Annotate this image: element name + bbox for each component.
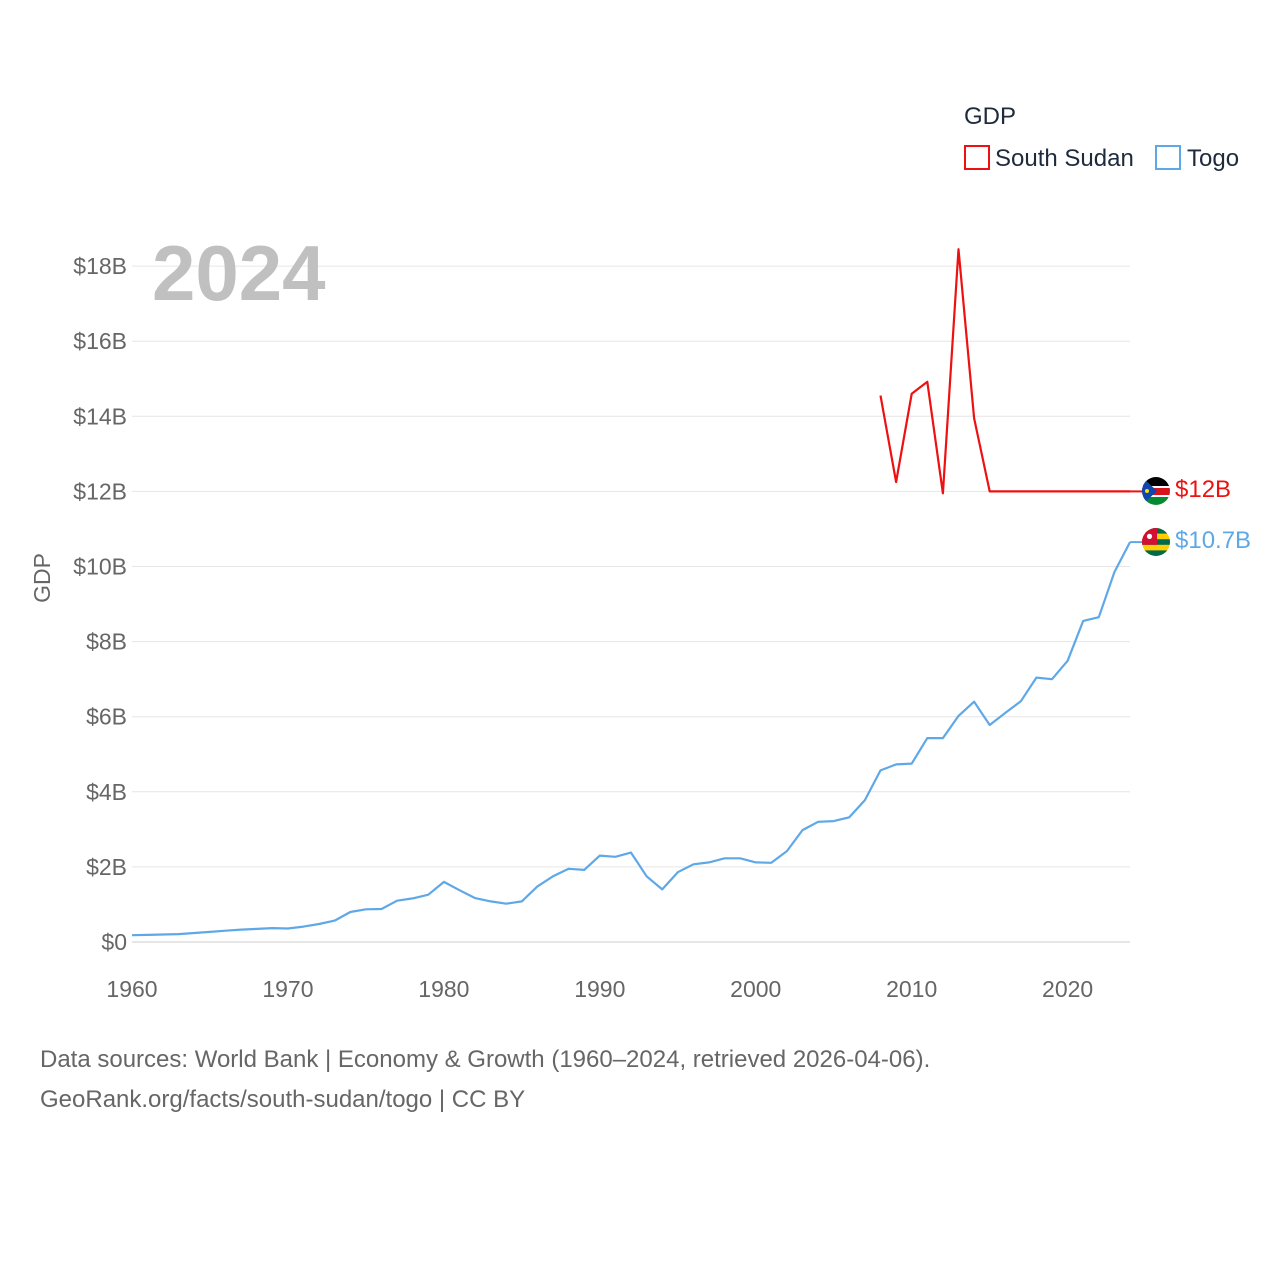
gridlines: [132, 265, 1130, 943]
y-tick-label: $6B: [86, 704, 127, 730]
x-tick-label: 1980: [418, 976, 469, 1002]
legend-item-south-sudan[interactable]: South Sudan: [964, 145, 1134, 172]
x-tick-label: 2010: [886, 976, 937, 1002]
year-label: 2024: [152, 229, 326, 317]
south-sudan-flag-icon: [1142, 477, 1170, 505]
y-tick-label: $14B: [73, 403, 127, 429]
y-tick-label: $4B: [86, 779, 127, 805]
x-tick-label: 1970: [262, 976, 313, 1002]
y-tick-label: $10B: [73, 554, 127, 580]
y-tick-label: $0: [101, 929, 127, 955]
x-axis-ticks: 1960 1970 1980 1990 2000 2010 2020: [106, 976, 1093, 1002]
legend-label-south-sudan: South Sudan: [995, 145, 1134, 172]
legend-swatch-south-sudan: [964, 145, 990, 170]
end-value-south-sudan: $12B: [1175, 476, 1231, 503]
x-tick-label: 1990: [574, 976, 625, 1002]
y-tick-label: $16B: [73, 328, 127, 354]
series-line-togo: [131, 541, 1131, 937]
x-tick-label: 2020: [1042, 976, 1093, 1002]
y-tick-label: $8B: [86, 629, 127, 655]
legend-title: GDP: [964, 103, 1016, 130]
footer: Data sources: World Bank | Economy & Gro…: [40, 1040, 930, 1120]
legend: GDP South Sudan Togo: [964, 103, 1239, 172]
attribution-link[interactable]: GeoRank.org/facts/south-sudan/togo | CC …: [40, 1086, 526, 1113]
series-line-south-sudan: [879, 248, 1130, 495]
y-tick-label: $2B: [86, 854, 127, 880]
y-tick-label: $12B: [73, 478, 127, 504]
legend-item-togo[interactable]: Togo: [1155, 145, 1239, 172]
data-sources-text: Data sources: World Bank | Economy & Gro…: [40, 1046, 931, 1073]
togo-flag-icon: [1142, 528, 1170, 556]
y-axis-title: GDP: [29, 553, 55, 603]
legend-swatch-togo: [1155, 145, 1181, 170]
series-lines: [131, 248, 1131, 937]
gdp-line-chart: $0$2B$4B$6B$8B$10B$12B$14B$16B$18B 1960 1…: [29, 103, 1251, 1002]
legend-label-togo: Togo: [1187, 145, 1239, 172]
end-value-togo: $10.7B: [1175, 527, 1251, 554]
y-tick-label: $18B: [73, 253, 127, 279]
x-tick-label: 2000: [730, 976, 781, 1002]
x-tick-label: 1960: [106, 976, 157, 1002]
series-end-markers: [1130, 490, 1142, 544]
y-axis-ticks: $0 $2B $4B $6B $8B $10B $12B $14B $16B $18B: [73, 253, 127, 955]
